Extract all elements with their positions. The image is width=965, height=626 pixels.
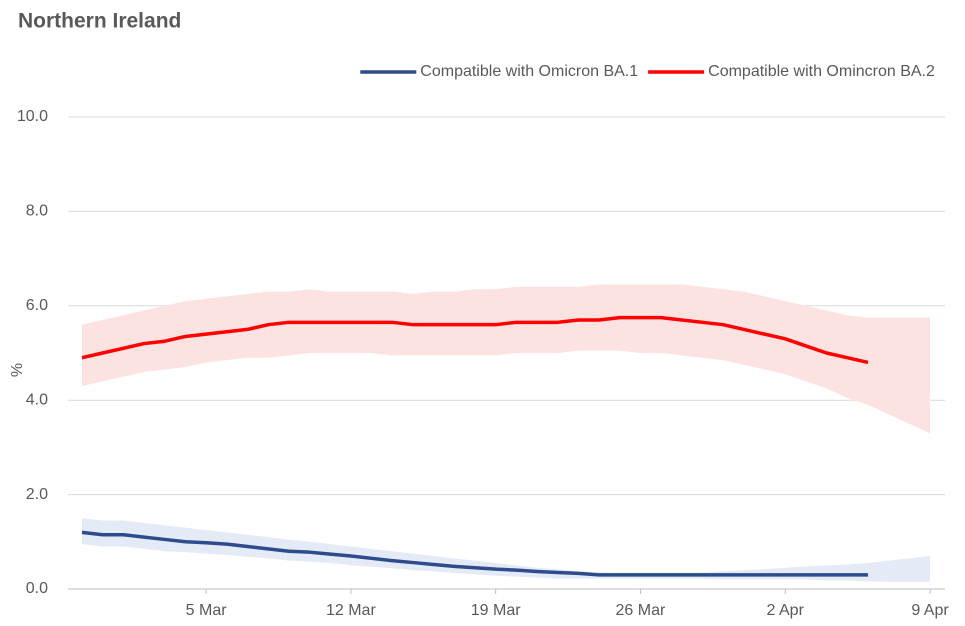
- series-line: [81, 315, 869, 365]
- legend-label: Compatible with Omincron BA.2: [708, 63, 935, 80]
- y-tick-label: 6.0: [26, 297, 48, 314]
- x-tick-label: 2 Apr: [767, 602, 805, 619]
- y-tick-label: 2.0: [26, 486, 48, 503]
- y-tick-label: 4.0: [26, 391, 48, 408]
- y-tick-label: 10.0: [17, 108, 48, 125]
- y-axis-label: %: [9, 363, 26, 377]
- legend-label: Compatible with Omicron BA.1: [420, 63, 638, 80]
- series-line: [81, 530, 868, 577]
- confidence-band: [82, 284, 930, 434]
- legend: Compatible with Omicron BA.1 Compatible w…: [360, 63, 935, 80]
- x-tick-label: 12 Mar: [326, 602, 376, 619]
- chart-title: Northern Ireland: [18, 10, 181, 33]
- x-tick-label: 26 Mar: [616, 602, 666, 619]
- x-tick-label: 5 Mar: [186, 602, 228, 619]
- y-tick-label: 8.0: [26, 203, 48, 220]
- confidence-band: [82, 518, 930, 582]
- x-tick-label: 19 Mar: [471, 602, 521, 619]
- x-tick-label: 9 Apr: [911, 602, 949, 619]
- y-tick-label: 0.0: [26, 580, 48, 597]
